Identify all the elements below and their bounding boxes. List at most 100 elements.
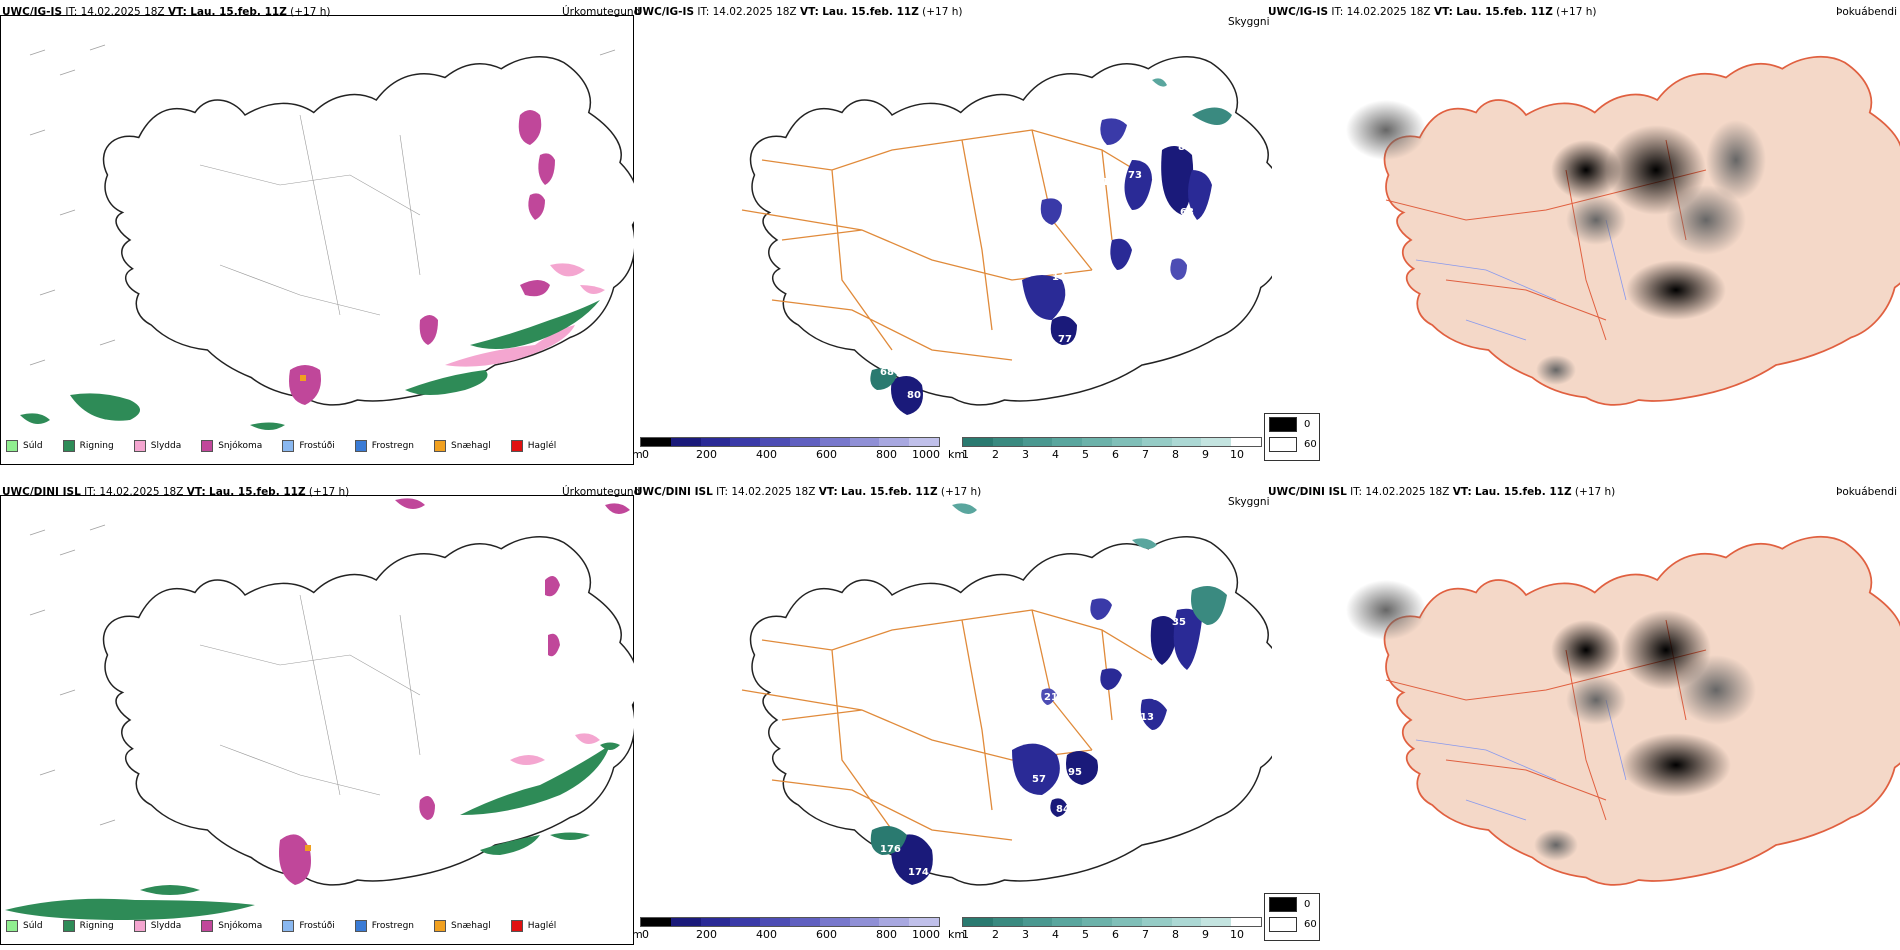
fog-legend-item: 0	[1265, 414, 1319, 434]
panel-title: UWC/DINI ISL IT: 14.02.2025 18Z VT: Lau.…	[1268, 486, 1616, 498]
cloudbase-patches	[870, 78, 1232, 415]
fog-shading	[1346, 580, 1756, 861]
tick-label: 1000	[912, 448, 940, 461]
legend-item: Haglél	[510, 920, 556, 932]
tick-label: 3	[1022, 448, 1029, 461]
cloudbase-bar-swatches	[640, 437, 940, 447]
fog-legend-item: 0	[1265, 894, 1319, 914]
fog-panel-top: UWC/IG-IS IT: 14.02.2025 18Z VT: Lau. 15…	[1264, 0, 1900, 465]
tick-label: 7	[1142, 448, 1149, 461]
precip-panel-bottom: UWC/DINI ISL IT: 14.02.2025 18Z VT: Lau.…	[0, 480, 640, 945]
station-label: 84	[1056, 804, 1070, 815]
visibility-panel-bottom: UWC/DINI ISL IT: 14.02.2025 18Z VT: Lau.…	[632, 480, 1272, 945]
panel-name: Þokuábendi	[1836, 486, 1897, 498]
fog-legend: 0 60	[1264, 413, 1320, 461]
panel-title: UWC/IG-IS IT: 14.02.2025 18Z VT: Lau. 15…	[2, 6, 331, 18]
precip-map	[5, 498, 634, 920]
visibility-map: 176 174 84 95 57 13 21 85 35	[741, 503, 1272, 886]
station-label: 84	[1178, 142, 1192, 153]
legend-item: Slydda	[133, 920, 181, 932]
panel-name: Þokuábendi	[1836, 6, 1897, 18]
legend-item: Snjókoma	[201, 440, 262, 452]
station-label: 95	[1068, 767, 1082, 778]
precip-legend: Súld Rigning Slydda Snjókoma Frostúði Fr…	[6, 920, 570, 932]
station-label: 35	[1172, 617, 1186, 628]
visibility-bar-swatches	[962, 917, 1262, 927]
station-label: 75	[1142, 257, 1156, 268]
legend-item: Rigning	[62, 440, 114, 452]
legend-item: Snæhagl	[434, 920, 491, 932]
legend-item: Slydda	[133, 440, 181, 452]
legend-item: Súld	[6, 920, 43, 932]
tick-label: 7	[1142, 928, 1149, 941]
cloudbase-unit: m	[632, 928, 643, 941]
station-label: 73	[1128, 170, 1142, 181]
visibility-unit: km	[948, 448, 966, 461]
tick-label: 2	[992, 928, 999, 941]
visibility-map: 84 73 63 13 14 12 77 72 75 68 80	[741, 56, 1272, 415]
legend-item: Rigning	[62, 920, 114, 932]
tick-label: 800	[876, 448, 897, 461]
precip-panel-top: UWC/IG-IS IT: 14.02.2025 18Z VT: Lau. 15…	[0, 0, 640, 465]
cloudbase-patches	[870, 503, 1227, 885]
station-label: 13	[1102, 177, 1116, 188]
station-labels: 176 174 84 95 57 13 21 85 35	[880, 617, 1186, 878]
visibility-colorbar: km 1 2 3 4 5 6 7 8 9 10	[948, 437, 1262, 461]
precip-legend: Súld Rigning Slydda Snjókoma Frostúði Fr…	[6, 440, 570, 452]
panel-name: Skyggni	[1228, 16, 1270, 28]
legend-item: Haglél	[510, 440, 556, 452]
station-label: 13	[1140, 712, 1154, 723]
cloudbase-colorbar: m 0 200 400 600 800 1000	[632, 437, 940, 461]
legend-item: Snjókoma	[201, 920, 262, 932]
fog-map	[1346, 55, 1900, 406]
tick-label: 9	[1202, 448, 1209, 461]
tick-label: 1000	[912, 928, 940, 941]
cloudbase-unit: m	[632, 448, 643, 461]
tick-label: 10	[1230, 448, 1244, 461]
tick-label: 200	[696, 448, 717, 461]
legend-item: Súld	[6, 440, 43, 452]
fog-shading	[1346, 100, 1766, 385]
precip-map	[20, 44, 634, 430]
station-label: 14	[1052, 272, 1066, 283]
station-label: 174	[908, 867, 929, 878]
panel-title: UWC/IG-IS IT: 14.02.2025 18Z VT: Lau. 15…	[634, 6, 963, 18]
station-label: 72	[1172, 237, 1186, 248]
panel-title: UWC/IG-IS IT: 14.02.2025 18Z VT: Lau. 15…	[1268, 6, 1597, 18]
station-label: 12	[1102, 288, 1116, 299]
tick-label: 800	[876, 928, 897, 941]
tick-label: 4	[1052, 448, 1059, 461]
precip-patches	[20, 110, 605, 430]
tick-label: 600	[816, 928, 837, 941]
tick-label: 6	[1112, 928, 1119, 941]
tick-label: 2	[992, 448, 999, 461]
visibility-bar-swatches	[962, 437, 1262, 447]
tick-label: 400	[756, 448, 777, 461]
legend-item: Frostregn	[354, 920, 414, 932]
tick-label: 1	[962, 448, 969, 461]
station-label: 21	[1044, 692, 1058, 703]
cloudbase-colorbar: m 0 200 400 600 800 1000	[632, 917, 940, 941]
legend-item: Frostregn	[354, 440, 414, 452]
fog-legend-item: 60	[1265, 914, 1319, 934]
legend-item: Frostúði	[282, 440, 335, 452]
cloudbase-bar-swatches	[640, 917, 940, 927]
tick-label: 4	[1052, 928, 1059, 941]
tick-label: 400	[756, 928, 777, 941]
tick-label: 5	[1082, 448, 1089, 461]
station-label: 80	[907, 390, 921, 401]
fog-panel-bottom: UWC/DINI ISL IT: 14.02.2025 18Z VT: Lau.…	[1264, 480, 1900, 945]
tick-label: 6	[1112, 448, 1119, 461]
fog-legend: 0 60	[1264, 893, 1320, 941]
visibility-unit: km	[948, 928, 966, 941]
tick-label: 1	[962, 928, 969, 941]
legend-item: Snæhagl	[434, 440, 491, 452]
station-labels: 84 73 63 13 14 12 77 72 75 68 80	[880, 142, 1194, 401]
tick-label: 5	[1082, 928, 1089, 941]
visibility-colorbar: km 1 2 3 4 5 6 7 8 9 10	[948, 917, 1262, 941]
station-label: 57	[1032, 774, 1046, 785]
tick-label: 0	[642, 928, 649, 941]
tick-label: 10	[1230, 928, 1244, 941]
panel-title: UWC/DINI ISL IT: 14.02.2025 18Z VT: Lau.…	[2, 486, 350, 498]
panel-name: Úrkomutegund	[562, 486, 641, 498]
